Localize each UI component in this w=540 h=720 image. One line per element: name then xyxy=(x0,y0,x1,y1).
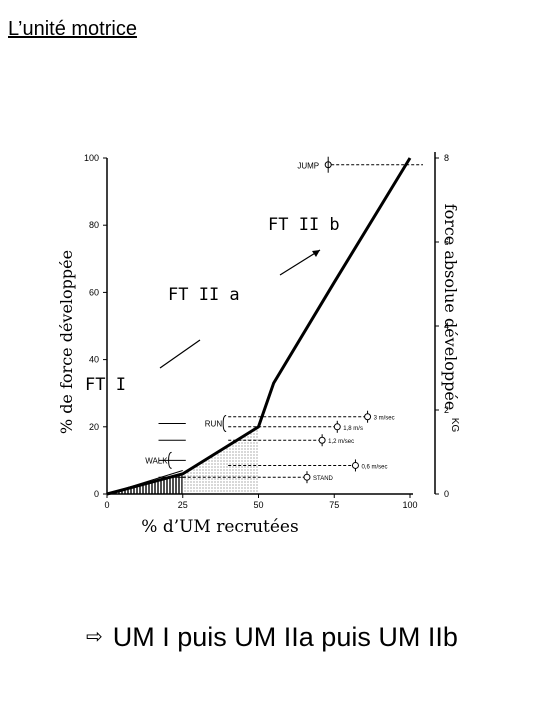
recruitment-chart: 0 25 50 75 100 0 20 40 60 80 100 0 2 4 6 8 JUMP RUN WALK 3… xyxy=(57,152,460,537)
y-axis-right-label: force absolue développée xyxy=(441,204,460,411)
speed-marker xyxy=(351,461,359,469)
y-right-tick-label: 8 xyxy=(444,153,449,163)
speed-marker xyxy=(333,423,341,431)
speed-label: 1,8 m/s xyxy=(343,426,363,432)
x-axis-label: % d’UM recrutées xyxy=(141,517,298,537)
activity-label-run: RUN xyxy=(205,419,223,428)
arrowhead-ft-iia xyxy=(312,250,320,257)
speed-marker xyxy=(364,413,372,421)
x-tick-label: 100 xyxy=(402,500,417,510)
label-ft-iia: FT II a xyxy=(168,285,240,305)
slide-title: L’unité motrice xyxy=(8,18,137,40)
y-left-tick-label: 20 xyxy=(89,422,99,432)
y-left-tick-label: 0 xyxy=(94,489,99,499)
bottom-caption: ⇨ UM I puis UM IIa puis UM IIb xyxy=(86,622,458,653)
activity-label-walk: WALK xyxy=(145,456,168,465)
x-tick-label: 75 xyxy=(329,500,339,510)
y-right-tick-label: 6 xyxy=(444,237,449,247)
label-ft-iib: FT II b xyxy=(268,215,340,235)
activity-brace xyxy=(222,414,227,432)
y-left-tick-label: 80 xyxy=(89,220,99,230)
y-right-tick-label: 0 xyxy=(444,489,449,499)
dotted-region-ft-iia xyxy=(182,426,259,494)
activity-label-jump: JUMP xyxy=(297,162,319,171)
label-ft-i: FT I xyxy=(85,375,126,395)
x-tick-label: 25 xyxy=(178,500,188,510)
y-axis-right-unit: KG xyxy=(449,418,460,433)
x-tick-label: 0 xyxy=(104,500,109,510)
y-left-tick-label: 40 xyxy=(89,355,99,365)
speed-label: 3 m/sec xyxy=(374,416,395,422)
hollow-right-arrow-icon: ⇨ xyxy=(86,626,103,648)
tick-labels: 0 25 50 75 100 0 20 40 60 80 100 0 2 4 6 8 xyxy=(84,153,449,510)
y-right-tick-label: 4 xyxy=(444,321,449,331)
arrow-ft-iia xyxy=(279,249,321,276)
bottom-caption-text: UM I puis UM IIa puis UM IIb xyxy=(112,622,458,652)
y-left-tick-label: 100 xyxy=(84,153,99,163)
speed-marker xyxy=(303,473,311,481)
speed-label: 0,6 m/sec xyxy=(361,464,387,470)
speed-marker xyxy=(318,436,326,444)
speed-label: STAND xyxy=(313,476,334,482)
secondary-curve-line xyxy=(106,470,183,495)
axes xyxy=(106,152,436,495)
y-axis-left-label: % de force développée xyxy=(57,250,76,434)
activity-markers: JUMP RUN WALK 3 m/sec 1,8 m/s 1,2 m/sec 0,6 m/… xyxy=(145,156,423,484)
speed-label: 1,2 m/sec xyxy=(328,439,354,445)
arrow-ft-i xyxy=(159,339,201,369)
y-left-tick-label: 60 xyxy=(89,287,99,297)
x-tick-label: 50 xyxy=(253,500,263,510)
y-right-tick-label: 2 xyxy=(444,405,449,415)
